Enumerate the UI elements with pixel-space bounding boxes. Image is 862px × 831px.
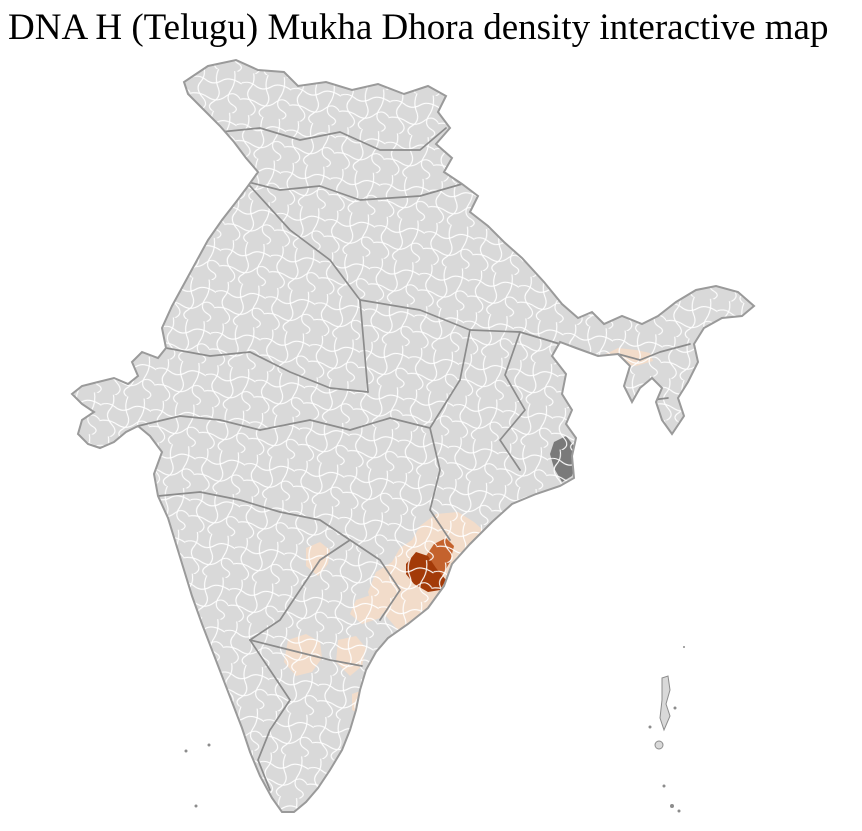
lakshadweep-dot: [184, 749, 188, 753]
island-dot: [662, 784, 666, 788]
page-title: DNA H (Telugu) Mukha Dhora density inter…: [8, 7, 829, 48]
lakshadweep-dot: [194, 804, 198, 808]
islands: [184, 646, 685, 813]
island-dot: [673, 706, 677, 710]
india-landmass[interactable]: [72, 60, 754, 812]
island-dot: [677, 809, 681, 813]
state-borders: [137, 119, 691, 791]
nicobar-island[interactable]: [654, 740, 664, 750]
lakshadweep-dot: [207, 743, 211, 747]
island-dot: [670, 804, 674, 808]
island-dot: [648, 725, 652, 729]
andaman-islands[interactable]: [659, 675, 671, 732]
island-dot: [683, 646, 685, 648]
